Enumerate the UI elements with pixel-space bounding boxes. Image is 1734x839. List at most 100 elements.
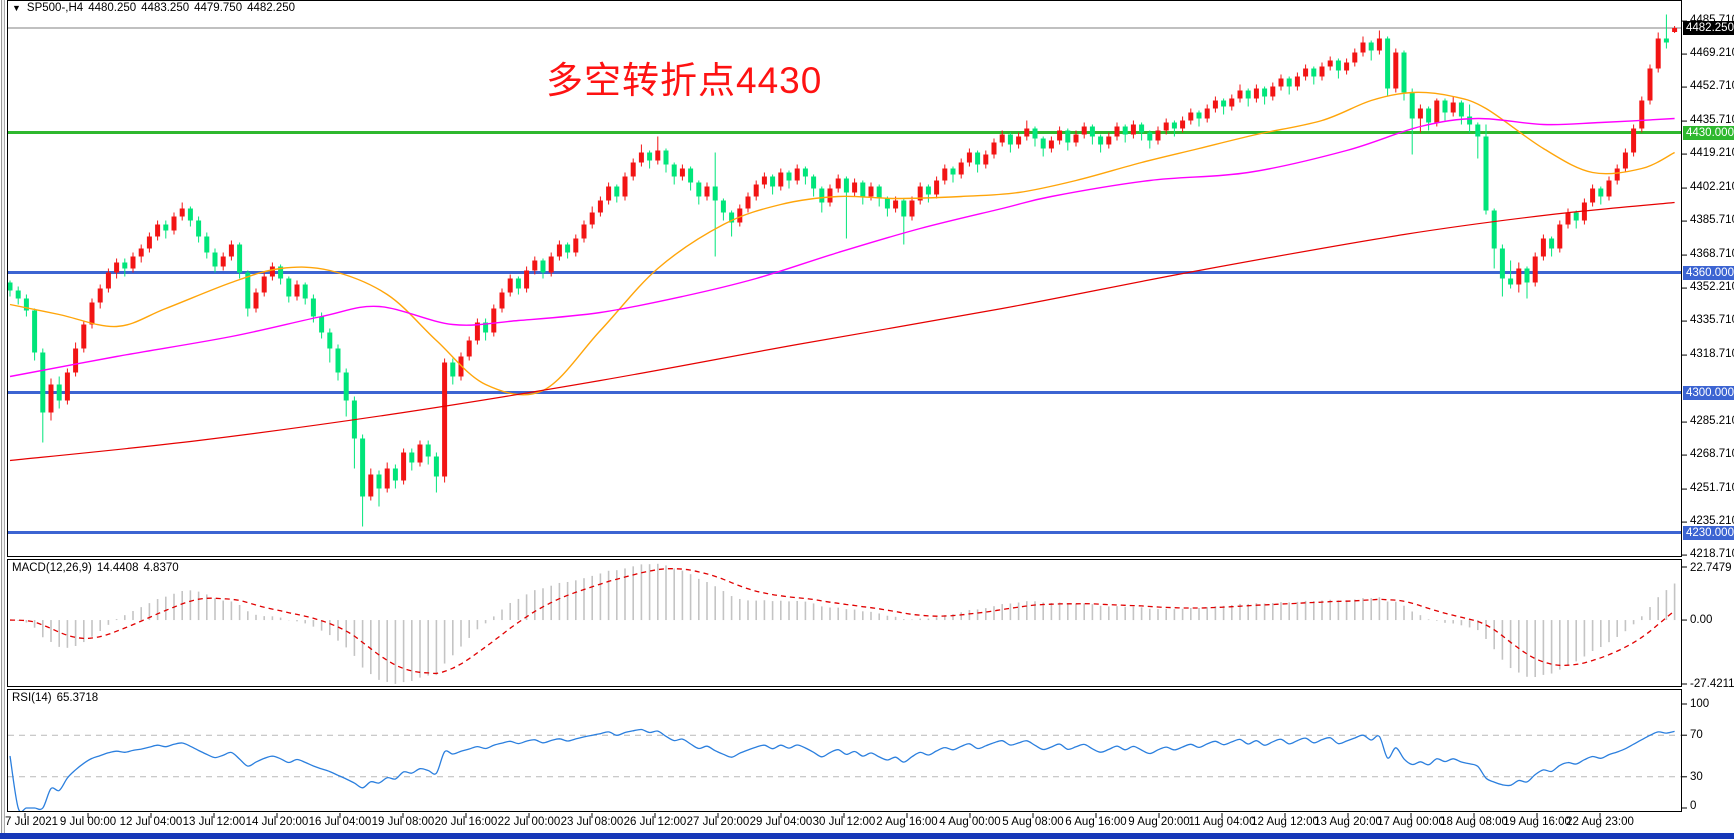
candle-up bbox=[1188, 112, 1194, 121]
candle-up bbox=[474, 322, 480, 341]
candle-down bbox=[614, 186, 620, 197]
candle-up bbox=[827, 188, 833, 203]
candle-up bbox=[179, 208, 185, 217]
candle-up bbox=[97, 288, 103, 303]
candle-up bbox=[597, 200, 603, 213]
candle-up bbox=[909, 200, 915, 217]
symbol-dropdown-icon[interactable]: ▼ bbox=[12, 3, 21, 13]
candle-up bbox=[1278, 78, 1284, 87]
candle-up bbox=[1417, 108, 1423, 119]
candle-down bbox=[1065, 130, 1071, 143]
candle-up bbox=[1270, 86, 1276, 97]
candle-up bbox=[589, 212, 595, 225]
candle-down bbox=[1409, 92, 1415, 119]
candle-up bbox=[507, 278, 513, 293]
candle-up bbox=[1163, 122, 1169, 131]
candle-down bbox=[811, 176, 817, 189]
candle-up bbox=[630, 162, 636, 177]
candle-down bbox=[770, 176, 776, 187]
candle-up bbox=[991, 142, 997, 155]
candle-up bbox=[1204, 108, 1210, 119]
candle-down bbox=[876, 186, 882, 199]
macd-signal-line bbox=[9, 568, 1676, 675]
candle-down bbox=[1467, 116, 1473, 125]
candle-up bbox=[1016, 136, 1022, 145]
candle-down bbox=[302, 284, 308, 299]
candle-up bbox=[89, 302, 95, 325]
macd-name: MACD(12,26,9) bbox=[12, 562, 92, 574]
candle-down bbox=[1139, 124, 1145, 133]
candle-up bbox=[1294, 76, 1300, 87]
candle-down bbox=[1286, 78, 1292, 87]
candle-down bbox=[540, 260, 546, 273]
candle-up bbox=[745, 196, 751, 209]
candle-down bbox=[843, 178, 849, 193]
candle-down bbox=[1147, 132, 1153, 141]
ma-slow-red bbox=[9, 201, 1675, 462]
ohlc-close: 4482.250 bbox=[247, 2, 296, 14]
candle-up bbox=[1212, 100, 1218, 109]
candle-up bbox=[146, 236, 152, 249]
candle-down bbox=[1549, 238, 1555, 249]
candle-up bbox=[1393, 52, 1399, 89]
candle-down bbox=[433, 456, 439, 477]
candle-up bbox=[679, 168, 685, 177]
candle-up bbox=[1106, 136, 1112, 145]
candle-down bbox=[310, 298, 316, 317]
candle-up bbox=[1672, 28, 1678, 32]
rsi-panel[interactable] bbox=[7, 689, 1682, 812]
candle-down bbox=[1245, 90, 1251, 99]
candle-down bbox=[1401, 52, 1407, 93]
candle-down bbox=[1458, 102, 1464, 117]
candle-up bbox=[220, 256, 226, 267]
candle-down bbox=[950, 168, 956, 175]
candle-up bbox=[852, 182, 858, 193]
main-plot bbox=[8, 14, 1681, 534]
candle-up bbox=[1344, 62, 1350, 71]
candle-down bbox=[1032, 128, 1038, 139]
candle-up bbox=[581, 224, 587, 239]
candle-down bbox=[319, 316, 325, 333]
candle-down bbox=[483, 322, 489, 333]
candle-up bbox=[81, 324, 87, 349]
candle-up bbox=[1614, 168, 1620, 181]
candle-down bbox=[860, 182, 866, 197]
candle-up bbox=[983, 154, 989, 165]
candle-up bbox=[934, 180, 940, 195]
candle-up bbox=[1516, 268, 1522, 285]
candle-up bbox=[917, 186, 923, 201]
candle-down bbox=[1426, 108, 1432, 123]
macd-panel[interactable] bbox=[7, 559, 1682, 687]
candle-down bbox=[1385, 38, 1391, 89]
candle-up bbox=[893, 200, 899, 209]
candle-up bbox=[466, 340, 472, 357]
candle-up bbox=[622, 176, 628, 197]
candle-up bbox=[1631, 128, 1637, 153]
candle-down bbox=[565, 244, 571, 253]
candle-down bbox=[647, 152, 653, 161]
candle-down bbox=[819, 188, 825, 203]
rsi-line bbox=[9, 728, 1675, 811]
macd-signal-value: 4.8370 bbox=[143, 562, 179, 574]
candle-up bbox=[1327, 60, 1333, 67]
candle-up bbox=[1130, 124, 1136, 135]
candle-up bbox=[794, 168, 800, 181]
candle-up bbox=[704, 186, 710, 197]
candle-up bbox=[778, 172, 784, 187]
candle-down bbox=[56, 384, 62, 401]
candle-up bbox=[532, 260, 538, 271]
candle-down bbox=[1663, 38, 1669, 43]
candle-down bbox=[425, 444, 431, 457]
candle-down bbox=[901, 200, 907, 217]
candle-up bbox=[958, 162, 964, 175]
candle-down bbox=[343, 372, 349, 401]
candle-down bbox=[663, 150, 669, 165]
annotation-text[interactable]: 多空转折点4430 bbox=[546, 60, 823, 101]
candle-down bbox=[212, 252, 218, 267]
candle-down bbox=[1499, 248, 1505, 279]
candle-up bbox=[253, 292, 259, 309]
candle-up bbox=[458, 356, 464, 377]
candle-down bbox=[122, 262, 128, 269]
candle-up bbox=[524, 270, 530, 289]
